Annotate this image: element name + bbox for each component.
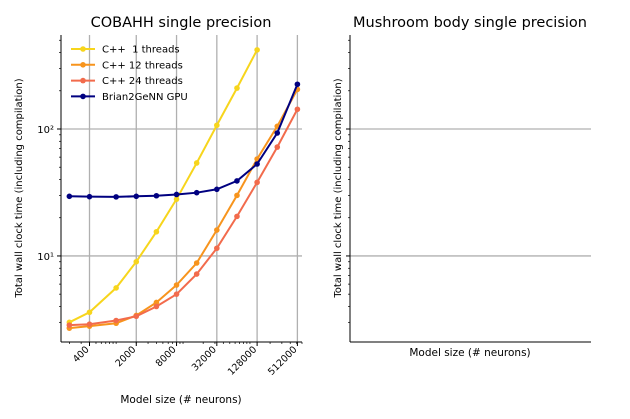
legend-marker (80, 46, 86, 52)
series-point-2 (153, 303, 160, 310)
x-tick-label: 400 (71, 344, 92, 365)
series-point-2 (66, 322, 73, 328)
series-point-2 (86, 321, 93, 328)
series-point-3 (173, 191, 180, 198)
panel-title-cobahh: COBAHH single precision (91, 15, 272, 31)
x-axis-label-right: Model size (# neurons) (409, 347, 530, 359)
series-point-1 (193, 260, 200, 266)
y-axis-label-left: Total wall clock time (including compila… (14, 78, 25, 298)
grid-right (350, 128, 591, 257)
series-point-3 (294, 81, 301, 88)
series-line-2 (69, 108, 299, 327)
series-point-2 (234, 213, 240, 220)
series-point-3 (254, 161, 260, 167)
series-line-0 (68, 49, 258, 324)
y-axis-label-right: Total wall clock time (including compila… (333, 78, 344, 298)
series-point-2 (133, 313, 140, 320)
series-point-0 (113, 285, 119, 291)
series-point-0 (254, 47, 260, 53)
x-axis-label-left: Model size (# neurons) (120, 394, 241, 406)
ticks-right (346, 39, 350, 323)
legend-marker (80, 62, 86, 68)
series-line-3 (69, 83, 299, 198)
series-point-3 (66, 193, 73, 200)
series-point-0 (193, 160, 200, 166)
y-tick-label: 10¹ (37, 252, 54, 263)
legend-label: C++ 12 threads (102, 60, 183, 71)
series-point-1 (214, 227, 220, 233)
series-line-1 (69, 88, 299, 330)
series-point-2 (214, 245, 220, 252)
x-tick-label: 8000 (154, 344, 179, 369)
series-point-3 (193, 189, 200, 196)
series-group-left (66, 47, 301, 331)
series-point-0 (133, 258, 140, 265)
series-point-2 (294, 106, 301, 113)
x-tick-label: 2000 (114, 344, 139, 369)
legend-label: Brian2GeNN GPU (102, 92, 188, 103)
x-tick-label: 128000 (226, 344, 259, 377)
series-point-3 (234, 178, 240, 184)
series-point-2 (193, 271, 200, 277)
series-point-0 (173, 196, 180, 202)
x-tick-label: 32000 (190, 344, 219, 373)
series-point-2 (173, 291, 180, 297)
y-tick-label: 10² (37, 125, 54, 136)
legend: C++ 1 threads C++ 12 threads C++ 24 thread… (71, 45, 188, 103)
legend-marker (80, 77, 86, 84)
panel-cobahh: COBAHH single precision 400 2000 8000 32000… (14, 15, 303, 406)
series-point-0 (86, 309, 93, 316)
panel-title-mushroom: Mushroom body single precision (353, 15, 587, 31)
series-point-3 (214, 186, 220, 193)
series-point-3 (133, 193, 140, 200)
legend-label: C++ 24 threads (102, 76, 183, 87)
series-point-3 (274, 130, 281, 136)
series-point-0 (153, 228, 160, 235)
series-point-3 (153, 192, 160, 199)
series-point-1 (234, 192, 240, 199)
series-point-2 (113, 317, 119, 324)
panel-mushroom: Mushroom body single precision Model siz… (333, 15, 591, 359)
x-tick-label: 512000 (266, 344, 299, 377)
series-point-0 (234, 85, 240, 91)
series-point-2 (274, 144, 281, 150)
series-point-3 (113, 194, 119, 200)
series-point-1 (153, 299, 160, 306)
series-point-2 (254, 179, 260, 186)
series-point-0 (214, 122, 220, 129)
legend-label: C++ 1 threads (102, 45, 180, 56)
legend-marker (80, 93, 86, 100)
series-point-1 (173, 282, 180, 288)
series-point-3 (86, 193, 93, 200)
